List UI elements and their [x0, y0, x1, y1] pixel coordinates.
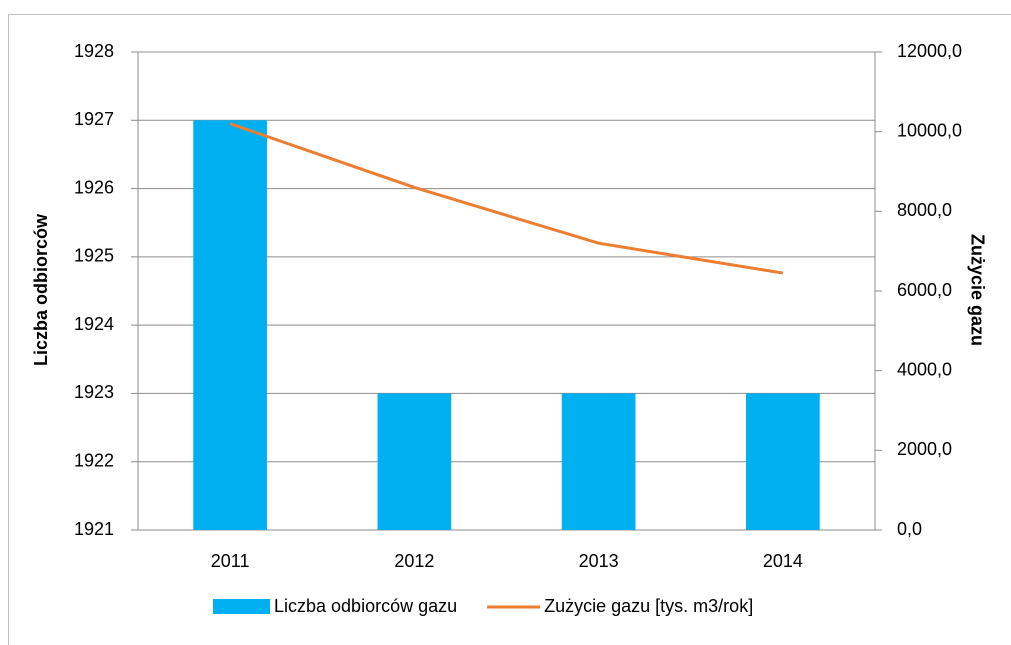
y-tick-label: 1925 — [74, 246, 114, 266]
y-tick-label: 1924 — [74, 314, 114, 334]
y2-tick-label: 4000,0 — [897, 359, 952, 379]
y-axis-label: Liczba odbiorców — [31, 213, 51, 366]
x-tick-label: 2013 — [579, 551, 619, 571]
y-tick-label: 1927 — [74, 109, 114, 129]
x-tick-label: 2014 — [763, 551, 803, 571]
y-tick-label: 1921 — [74, 519, 114, 539]
y2-axis-label: Zużycie gazu — [967, 234, 987, 346]
bar — [746, 393, 820, 530]
x-tick-label: 2011 — [211, 551, 250, 571]
bar — [561, 393, 636, 530]
x-tick-label: 2012 — [394, 551, 434, 571]
bar — [193, 120, 267, 531]
y2-tick-label: 10000,0 — [897, 120, 962, 140]
y2-tick-label: 2000,0 — [897, 439, 952, 459]
legend-label: Liczba odbiorców gazu — [274, 596, 457, 616]
line — [229, 122, 784, 275]
bar — [377, 393, 452, 530]
y-tick-label: 1926 — [74, 177, 114, 197]
y2-tick-label: 8000,0 — [897, 200, 952, 220]
y2-tick-label: 0,0 — [897, 519, 922, 539]
y2-tick-label: 12000,0 — [897, 41, 962, 61]
legend-label: Zużycie gazu [tys. m3/rok] — [544, 596, 753, 616]
y2-tick-label: 6000,0 — [897, 280, 952, 300]
chart-frame — [8, 14, 1011, 645]
y-tick-label: 1922 — [74, 450, 114, 470]
y-tick-label: 1928 — [74, 41, 114, 61]
legend-swatch — [213, 599, 270, 614]
y-tick-label: 1923 — [74, 382, 114, 402]
